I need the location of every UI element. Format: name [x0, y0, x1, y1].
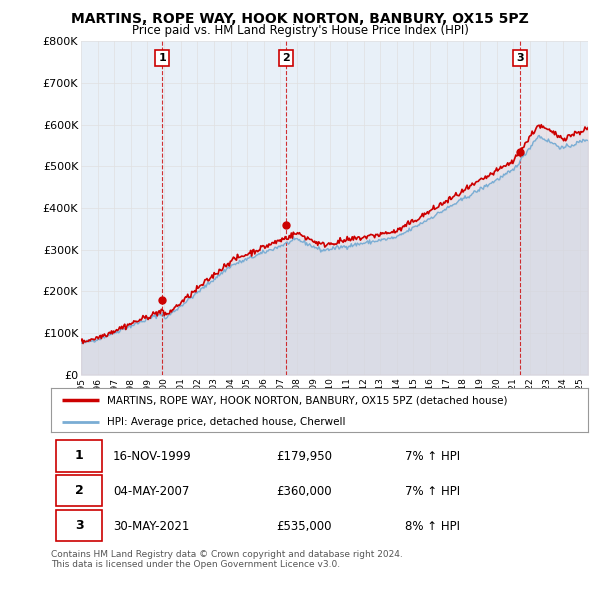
Text: £360,000: £360,000 — [277, 484, 332, 498]
Text: HPI: Average price, detached house, Cherwell: HPI: Average price, detached house, Cher… — [107, 417, 346, 427]
FancyBboxPatch shape — [56, 476, 102, 506]
Text: 7% ↑ HPI: 7% ↑ HPI — [406, 450, 461, 463]
Text: £179,950: £179,950 — [277, 450, 332, 463]
Text: MARTINS, ROPE WAY, HOOK NORTON, BANBURY, OX15 5PZ (detached house): MARTINS, ROPE WAY, HOOK NORTON, BANBURY,… — [107, 395, 508, 405]
Text: 30-MAY-2021: 30-MAY-2021 — [113, 520, 189, 533]
Text: Contains HM Land Registry data © Crown copyright and database right 2024.
This d: Contains HM Land Registry data © Crown c… — [51, 550, 403, 569]
FancyBboxPatch shape — [56, 510, 102, 542]
FancyBboxPatch shape — [56, 440, 102, 471]
Text: 2: 2 — [282, 53, 290, 63]
Text: MARTINS, ROPE WAY, HOOK NORTON, BANBURY, OX15 5PZ: MARTINS, ROPE WAY, HOOK NORTON, BANBURY,… — [71, 12, 529, 26]
Text: 8% ↑ HPI: 8% ↑ HPI — [406, 520, 460, 533]
Text: 3: 3 — [516, 53, 524, 63]
Text: 2: 2 — [75, 484, 83, 497]
Text: 16-NOV-1999: 16-NOV-1999 — [113, 450, 191, 463]
Text: £535,000: £535,000 — [277, 520, 332, 533]
Text: 04-MAY-2007: 04-MAY-2007 — [113, 484, 189, 498]
Text: 7% ↑ HPI: 7% ↑ HPI — [406, 484, 461, 498]
Text: Price paid vs. HM Land Registry's House Price Index (HPI): Price paid vs. HM Land Registry's House … — [131, 24, 469, 37]
Text: 3: 3 — [75, 519, 83, 532]
Text: 1: 1 — [75, 449, 83, 462]
Text: 1: 1 — [158, 53, 166, 63]
